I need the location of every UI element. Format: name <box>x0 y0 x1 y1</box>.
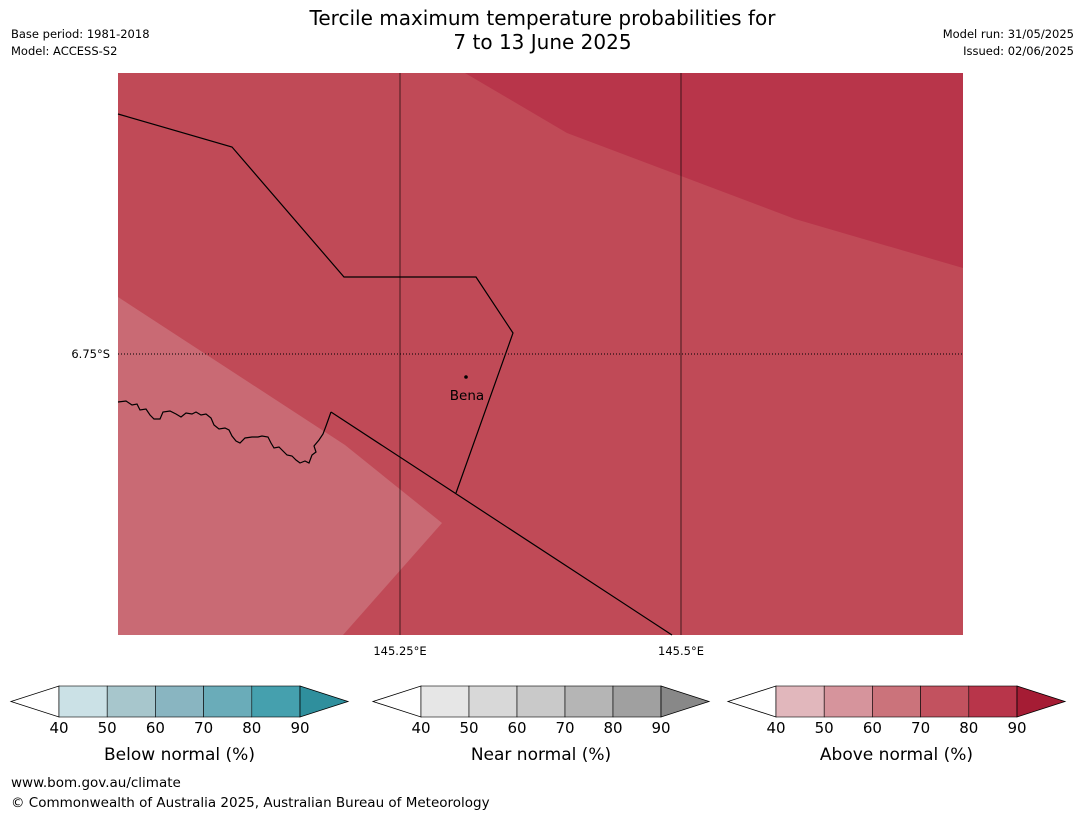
colorbar-extend-low <box>371 685 422 718</box>
colorbar-tick-label: 90 <box>1007 719 1027 737</box>
colorbar-extend-high <box>299 685 350 718</box>
colorbar-cell <box>155 685 204 718</box>
colorbar-tick-label: 90 <box>290 719 310 737</box>
colorbar-tick-label: 60 <box>862 719 882 737</box>
colorbar-cell <box>420 685 470 718</box>
colorbar-cell <box>251 685 301 718</box>
chart-title: Tercile maximum temperature probabilitie… <box>0 6 1085 54</box>
title-line-1: Tercile maximum temperature probabilitie… <box>309 6 776 30</box>
colorbar-1 <box>9 685 350 718</box>
colorbar-tick-label: 40 <box>766 719 786 737</box>
map-region-80 <box>465 73 963 268</box>
colorbar-cell <box>775 685 825 718</box>
place-marker-bena <box>464 375 468 379</box>
colorbar-cell <box>968 685 1018 718</box>
colorbar-tick-label: 40 <box>411 719 431 737</box>
colorbar-cell <box>612 685 662 718</box>
province-boundary-south <box>330 411 673 636</box>
colorbar-tick-label: 60 <box>145 719 165 737</box>
colorbar-tick-label: 40 <box>49 719 69 737</box>
colorbar-2 <box>371 685 711 718</box>
lon-label-2: 145.5°E <box>658 644 704 658</box>
lon-label-1: 145.25°E <box>373 644 426 658</box>
colorbar-title: Near normal (%) <box>470 745 612 765</box>
colorbar-3 <box>726 685 1067 718</box>
lat-label: 6.75°S <box>71 347 110 361</box>
colorbar-tick-label: 70 <box>194 719 214 737</box>
colorbar-extend-high <box>1016 685 1067 718</box>
colorbar-cell <box>58 685 108 718</box>
colorbar-title: Below normal (%) <box>104 745 255 765</box>
colorbar-cell <box>872 685 921 718</box>
footer-url: www.bom.gov.au/climate <box>11 775 181 791</box>
colorbar-extend-high <box>660 685 711 718</box>
model-run: Model run: 31/05/2025 <box>942 27 1074 41</box>
colorbar-cell <box>468 685 518 718</box>
colorbar-cell <box>516 685 566 718</box>
footer-copyright: © Commonwealth of Australia 2025, Austra… <box>11 795 490 811</box>
colorbar-tick-label: 50 <box>814 719 834 737</box>
meta-right: Model run: 31/05/2025 Issued: 02/06/2025 <box>943 26 1074 60</box>
colorbar-tick-label: 80 <box>242 719 262 737</box>
colorbar-cell <box>823 685 873 718</box>
colorbar-title: Above normal (%) <box>819 745 974 765</box>
colorbar-extend-low <box>726 685 777 718</box>
province-boundary <box>117 113 514 494</box>
forecast-map: Bena 6.75°S 145.25°E 145.5°E <box>71 73 963 658</box>
colorbar-tick-label: 80 <box>959 719 979 737</box>
colorbar-cell <box>564 685 614 718</box>
map-region-60 <box>118 297 442 635</box>
colorbar-cell <box>106 685 156 718</box>
colorbar-tick-label: 60 <box>507 719 527 737</box>
colorbar-cell <box>203 685 253 718</box>
colorbar-tick-label: 90 <box>651 719 671 737</box>
title-line-2: 7 to 13 June 2025 <box>453 30 632 54</box>
colorbar-tick-label: 80 <box>603 719 623 737</box>
colorbar-extend-low <box>9 685 60 718</box>
base-period: Base period: 1981-2018 <box>11 27 150 41</box>
river-line <box>117 400 332 464</box>
colorbar-tick-label: 70 <box>911 719 931 737</box>
model-name: Model: ACCESS-S2 <box>11 44 118 58</box>
colorbar-tick-label: 70 <box>555 719 575 737</box>
colorbar-tick-label: 50 <box>97 719 117 737</box>
colorbar-cell <box>920 685 970 718</box>
place-label-bena: Bena <box>450 388 484 404</box>
colorbar-tick-label: 50 <box>459 719 479 737</box>
issued-date: Issued: 02/06/2025 <box>963 44 1074 58</box>
meta-left: Base period: 1981-2018 Model: ACCESS-S2 <box>11 26 150 60</box>
